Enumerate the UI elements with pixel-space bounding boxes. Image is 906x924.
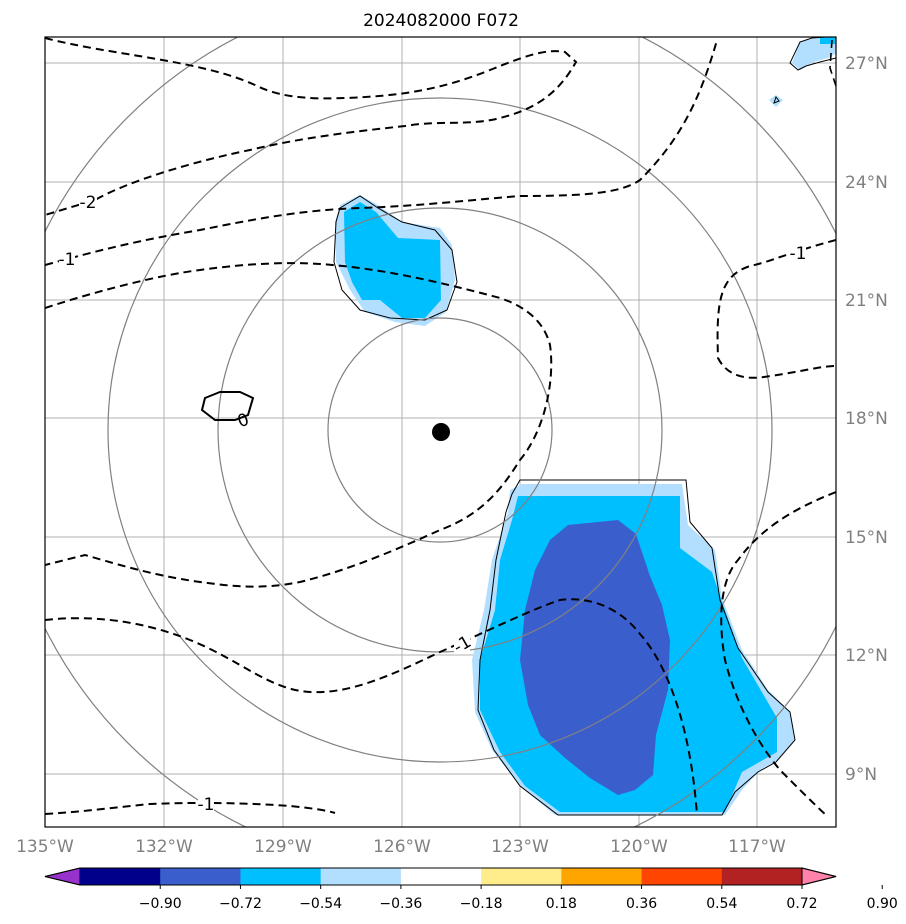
colorbar-tick-label: 0.72 (786, 896, 817, 912)
lon-tick-label: 135°W (16, 837, 74, 857)
colorbar-segment (160, 868, 241, 885)
lon-tick-label: 126°W (373, 837, 431, 857)
colorbar-tick-label: −0.90 (139, 896, 182, 912)
colorbar-tick-label: 0.90 (867, 896, 898, 912)
colorbar-outline (44, 867, 837, 886)
lat-tick-label: 18°N (845, 409, 888, 429)
lon-tick-label: 117°W (728, 837, 786, 857)
zero-contour (200, 391, 255, 421)
lat-tick-label: 12°N (845, 646, 888, 666)
colorbar-extend-max (801, 867, 837, 886)
colorbar-segment (641, 868, 723, 885)
colorbar-segment (481, 868, 562, 885)
colorbar-segment (721, 868, 803, 885)
latitude-axis: 27°N 24°N 21°N 18°N 15°N 12°N 9°N (845, 54, 888, 785)
lat-tick-label: 24°N (845, 173, 888, 193)
contour-label-2: -1 (59, 250, 76, 270)
contour-label-3: -1 (790, 244, 807, 264)
lon-tick-label: 129°W (254, 837, 312, 857)
colorbar: −0.90 −0.72 −0.54 −0.36 −0.18 0.18 0.36 0.54 0.7… (44, 867, 898, 912)
lat-tick-label: 27°N (845, 54, 888, 74)
colorbar-segment (561, 868, 643, 885)
colorbar-tick-label: 0.54 (706, 896, 737, 912)
contour-label-6: -1 (198, 795, 215, 815)
shading-northwest-blob (333, 195, 458, 326)
lat-tick-label: 9°N (845, 765, 877, 785)
colorbar-tick-label: −0.18 (460, 896, 503, 912)
colorbar-segment (400, 868, 482, 885)
lon-tick-label: 120°W (610, 837, 668, 857)
colorbar-tick-label: −0.72 (219, 896, 262, 912)
colorbar-segment (240, 868, 322, 885)
colorbar-extend-min (44, 867, 81, 886)
colorbar-segment (320, 868, 402, 885)
lat-tick-label: 21°N (845, 291, 888, 311)
storm-center-marker (432, 423, 450, 441)
map-area: -2 -1 -1 0 -1 -1 (45, 37, 836, 827)
colorbar-tick-label: 0.36 (626, 896, 657, 912)
map-frame (44, 36, 837, 828)
contour-label-5: -1 (450, 632, 475, 658)
shading-northeast-features (769, 37, 836, 107)
longitude-axis: 135°W 132°W 129°W 126°W 123°W 120°W 117°… (16, 837, 786, 857)
shading-southeast-region (472, 479, 796, 816)
lon-tick-label: 132°W (135, 837, 193, 857)
map-title: 2024082000 F072 (363, 11, 519, 31)
colorbar-tick-label: −0.36 (379, 896, 422, 912)
dashed-contours (45, 37, 836, 816)
colorbar-tick-label: 0.18 (546, 896, 577, 912)
contour-label-1: -2 (80, 193, 97, 213)
colorbar-tick-label: −0.54 (299, 896, 342, 912)
lat-tick-label: 15°N (845, 528, 888, 548)
lon-tick-label: 123°W (491, 837, 549, 857)
colorbar-segment (80, 868, 161, 885)
